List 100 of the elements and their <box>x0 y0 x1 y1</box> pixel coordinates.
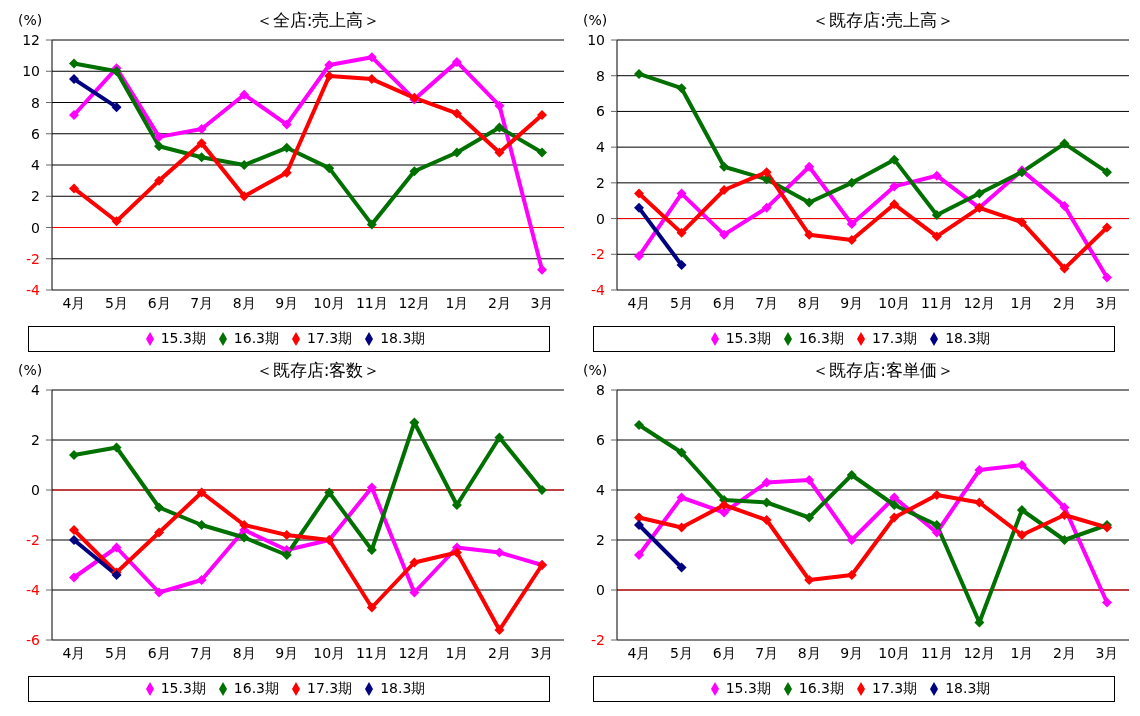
point <box>846 470 857 480</box>
x-tick-label: 7月 <box>755 644 779 661</box>
point <box>69 74 79 85</box>
point <box>154 527 165 538</box>
x-tick-label: 9月 <box>275 294 299 311</box>
y-tick-label: 0 <box>31 219 40 236</box>
x-tick-label: 11月 <box>355 294 388 311</box>
point <box>196 575 207 585</box>
point <box>804 229 815 240</box>
point <box>931 170 942 181</box>
x-tick-label: 3月 <box>530 644 554 661</box>
legend-label: 16.3期 <box>798 680 844 696</box>
point <box>761 167 772 178</box>
y-tick-label: 2 <box>596 174 605 191</box>
point <box>281 530 292 540</box>
point <box>974 465 985 475</box>
point <box>111 442 122 453</box>
point <box>676 83 687 94</box>
point <box>154 502 165 513</box>
point <box>537 264 547 275</box>
x-tick-label: 6月 <box>147 294 171 311</box>
y-axis-title: (%) <box>583 12 608 28</box>
point <box>69 183 79 194</box>
x-tick-label: 8月 <box>797 294 821 311</box>
point <box>69 450 79 460</box>
x-tick-label: 10月 <box>313 644 346 661</box>
x-tick-label: 12月 <box>398 644 431 661</box>
point <box>804 475 815 485</box>
point <box>281 550 292 560</box>
point <box>761 202 772 213</box>
point <box>111 102 122 113</box>
point <box>196 124 207 135</box>
legend-label: 17.3期 <box>307 330 353 346</box>
x-tick-label: 5月 <box>105 644 129 661</box>
y-tick-label: -2 <box>591 246 605 263</box>
point <box>451 56 462 67</box>
point <box>634 251 644 262</box>
legend-label: 18.3期 <box>380 680 426 696</box>
x-tick-label: 3月 <box>1095 644 1119 661</box>
point <box>761 515 772 525</box>
x-tick-label: 4月 <box>627 644 651 661</box>
y-tick-label: 12 <box>22 32 40 48</box>
point <box>239 191 250 202</box>
x-tick-label: 8月 <box>232 294 256 311</box>
x-tick-label: 10月 <box>878 644 911 661</box>
x-tick-label: 2月 <box>487 294 511 311</box>
point <box>634 550 644 560</box>
legend-label: 17.3期 <box>872 330 918 346</box>
y-tick-label: 6 <box>596 432 606 448</box>
x-tick-label: 1月 <box>1010 294 1034 311</box>
point <box>111 216 122 227</box>
x-tick-label: 5月 <box>670 294 694 311</box>
point <box>719 500 730 510</box>
point <box>154 587 165 598</box>
point <box>451 147 462 158</box>
point <box>537 110 547 120</box>
x-tick-label: 6月 <box>712 294 736 311</box>
chart-title: ＜全店:売上高＞ <box>255 10 381 30</box>
point <box>889 154 900 165</box>
x-tick-label: 7月 <box>755 294 779 311</box>
x-tick-label: 7月 <box>190 644 214 661</box>
x-tick-label: 2月 <box>1052 644 1076 661</box>
point <box>69 58 79 69</box>
x-tick-label: 11月 <box>920 644 953 661</box>
y-tick-label: 6 <box>596 103 606 120</box>
x-tick-label: 11月 <box>355 644 388 661</box>
x-tick-label: 1月 <box>445 644 469 661</box>
point <box>494 147 505 158</box>
x-tick-label: 10月 <box>878 294 911 311</box>
point <box>1059 510 1070 520</box>
point <box>154 175 165 186</box>
point <box>69 535 79 545</box>
legend-label: 18.3期 <box>945 680 991 696</box>
y-axis-title: (%) <box>18 12 43 28</box>
y-tick-label: -2 <box>591 632 605 648</box>
point <box>634 512 644 523</box>
x-tick-label: 2月 <box>1052 294 1076 311</box>
y-tick-label: 8 <box>31 94 40 111</box>
point <box>719 161 730 172</box>
point <box>634 188 644 199</box>
point <box>324 487 335 498</box>
x-tick-label: 6月 <box>712 644 736 661</box>
y-tick-label: -2 <box>26 532 40 548</box>
y-tick-label: 0 <box>596 210 605 227</box>
y-axis-title: (%) <box>583 362 608 378</box>
legend-label: 15.3期 <box>725 680 771 696</box>
x-tick-label: 5月 <box>105 294 129 311</box>
y-tick-label: 10 <box>587 32 605 48</box>
point <box>494 625 505 635</box>
y-tick-label: 4 <box>596 139 606 156</box>
point <box>1016 505 1027 515</box>
legend-label: 17.3期 <box>307 680 353 696</box>
point <box>196 138 207 149</box>
legend-label: 15.3期 <box>160 680 206 696</box>
point <box>494 122 505 133</box>
x-tick-label: 4月 <box>62 294 86 311</box>
point <box>1059 502 1070 513</box>
y-tick-label: 4 <box>596 482 606 498</box>
point <box>804 161 815 172</box>
y-tick-label: 2 <box>596 532 605 548</box>
